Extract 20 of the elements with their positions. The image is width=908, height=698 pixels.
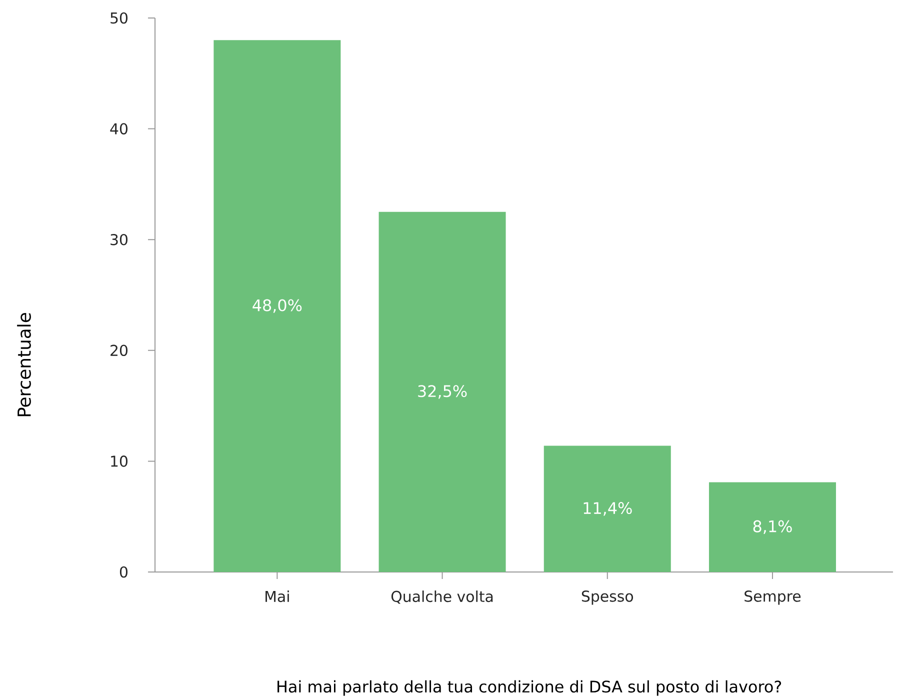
bar — [378, 212, 506, 572]
data-label: 8,1% — [753, 520, 792, 534]
y-tick-label: 10 — [111, 456, 128, 467]
data-label: 11,4% — [584, 502, 632, 516]
y-tick-label: 30 — [110, 234, 128, 246]
x-axis-title: Hai mai parlato della tua condizione di DSA sul posto di lavoro? — [278, 680, 782, 696]
x-tick-label: Mai — [266, 590, 289, 602]
y-tick-label: 50 — [110, 12, 128, 24]
y-tick-label: 0 — [120, 566, 128, 578]
bar — [214, 40, 341, 572]
x-tick-label: Spesso — [582, 590, 634, 605]
y-tick-label: 40 — [110, 123, 128, 134]
data-label: 48,0% — [252, 299, 302, 313]
y-tick-label: 20 — [110, 344, 128, 356]
data-label: 32,5% — [418, 385, 467, 399]
bar — [708, 482, 836, 572]
x-tick-label: Qualche volta — [391, 590, 493, 604]
bar — [544, 446, 671, 572]
x-tick-label: Sempre — [744, 590, 801, 605]
y-axis-title: Percentuale — [17, 313, 31, 416]
